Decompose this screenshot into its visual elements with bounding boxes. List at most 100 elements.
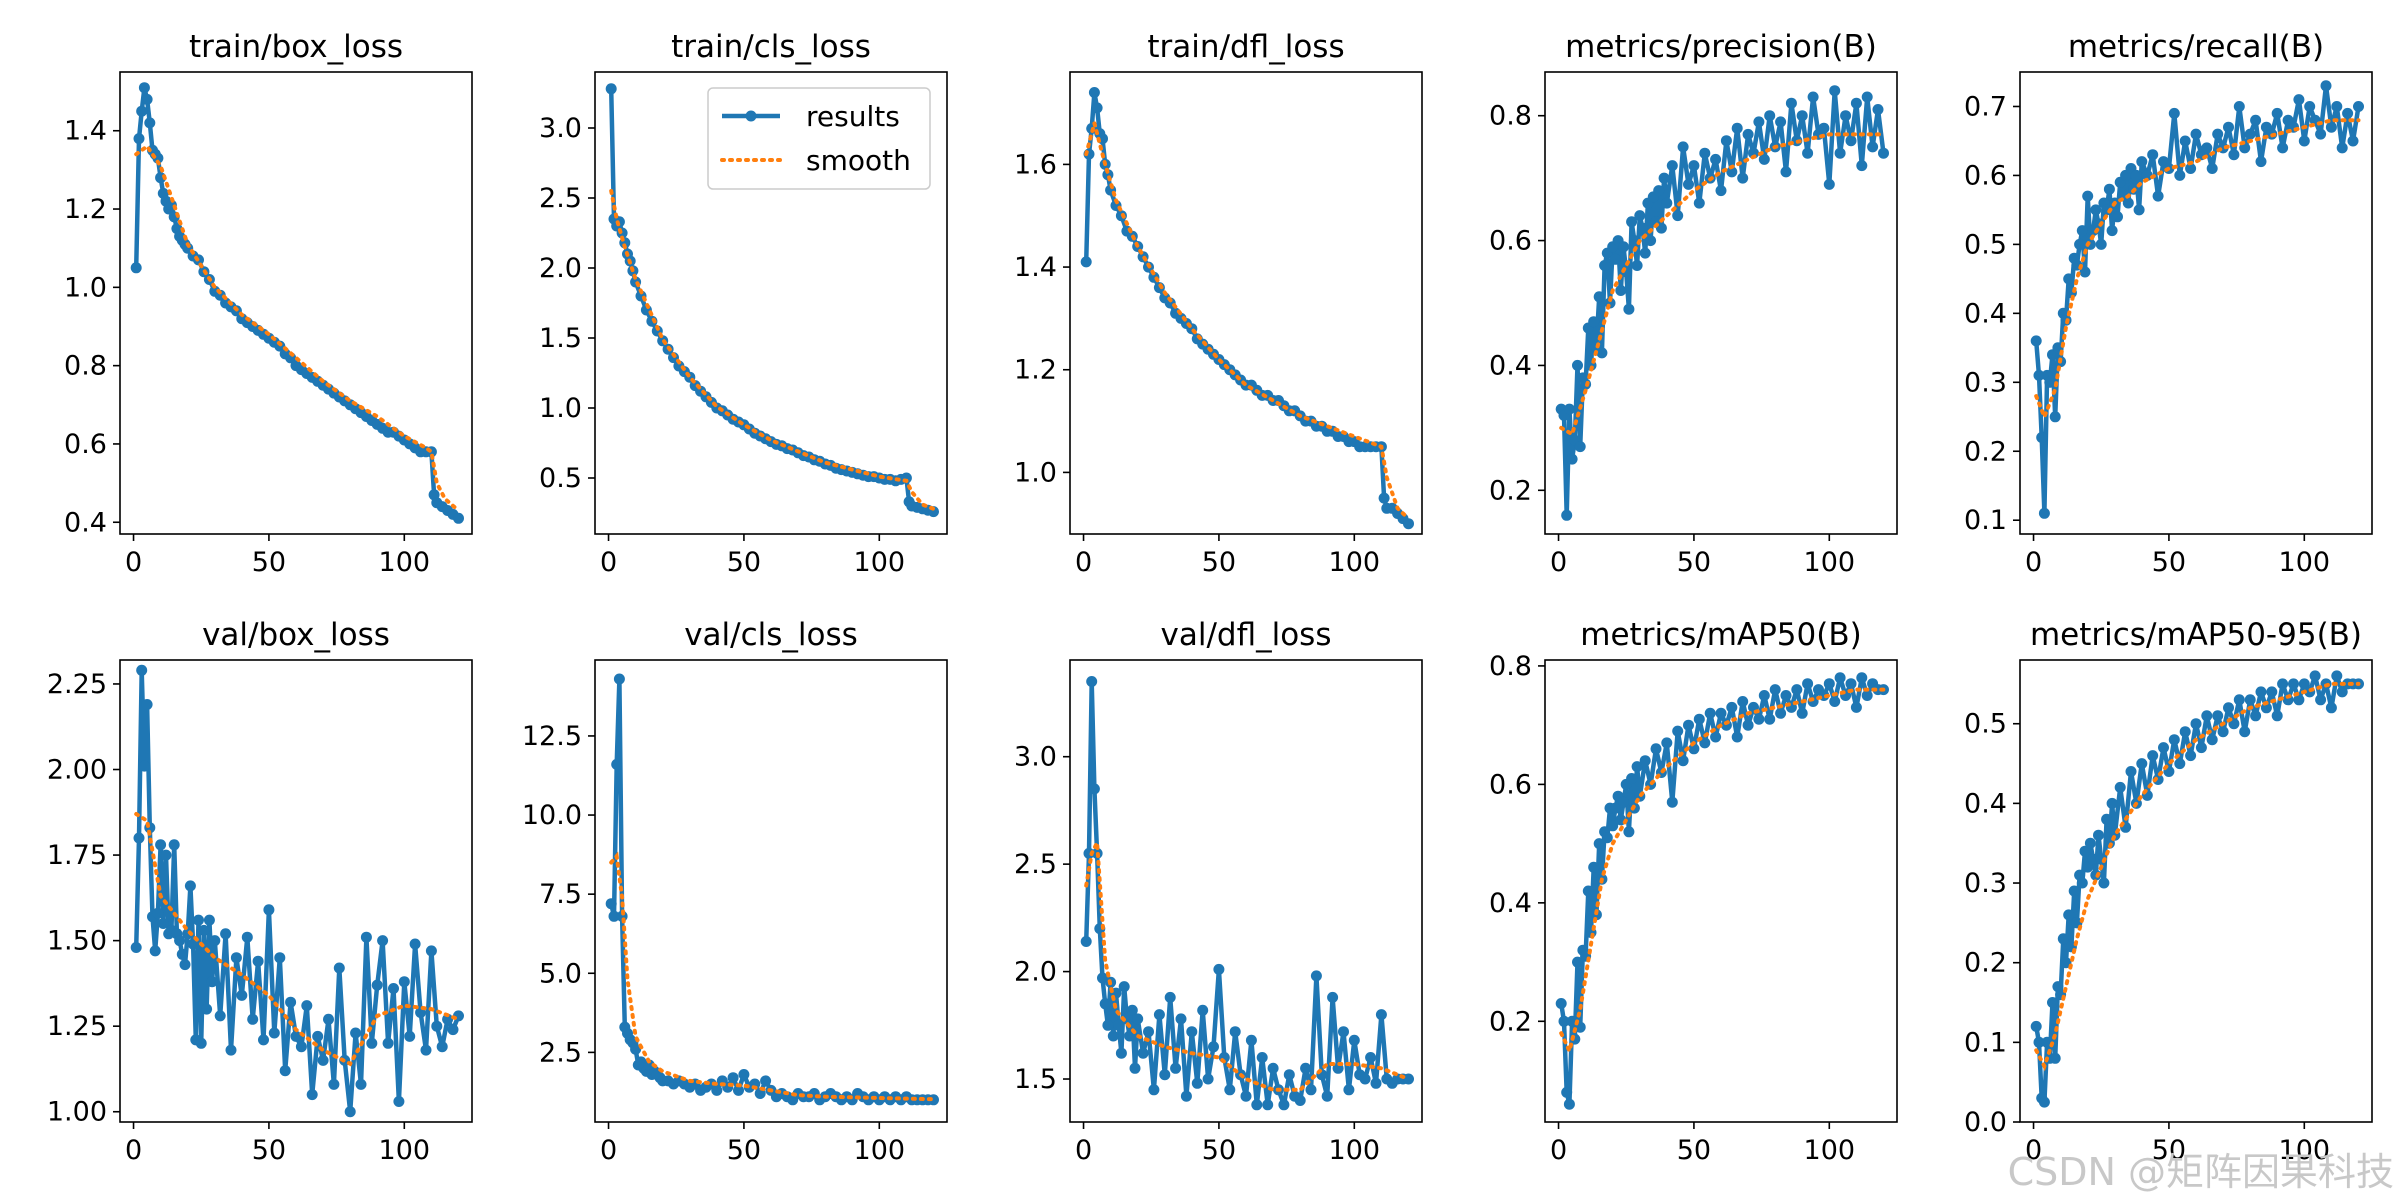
data-point	[155, 839, 167, 851]
data-point	[2047, 997, 2058, 1008]
data-point	[1348, 1034, 1360, 1046]
data-point	[2036, 432, 2048, 443]
data-point	[1861, 690, 1873, 701]
data-point	[136, 664, 148, 676]
data-point	[1305, 1084, 1317, 1096]
results-line	[1083, 679, 1409, 1108]
data-point	[1370, 1077, 1382, 1089]
data-point	[168, 839, 180, 851]
data-point	[263, 904, 275, 916]
data-point	[1118, 981, 1130, 993]
data-point	[2304, 101, 2316, 112]
data-point	[1829, 696, 1841, 707]
y-tick-label: 0.2	[1964, 948, 2007, 979]
data-point	[323, 1013, 334, 1025]
data-point	[2084, 837, 2096, 849]
y-tick-label: 5.0	[539, 958, 582, 989]
data-point	[1574, 441, 1586, 453]
data-point	[2125, 766, 2137, 777]
data-point	[1572, 956, 1583, 968]
data-point	[2095, 238, 2107, 250]
data-point	[398, 976, 410, 988]
y-tick-label: 2.0	[539, 253, 582, 284]
data-point	[2106, 225, 2118, 237]
subplot-title: metrics/mAP50-95(B)	[2030, 617, 2362, 653]
x-tick-label: 50	[1677, 1135, 1711, 1166]
data-point	[1726, 166, 1738, 178]
x-tick-label: 100	[1804, 547, 1856, 578]
data-point	[2057, 933, 2069, 945]
data-point	[2315, 128, 2327, 140]
data-point	[1359, 1073, 1371, 1085]
data-point	[1256, 1052, 1268, 1063]
legend-label-results: results	[806, 100, 900, 133]
series-group	[1080, 676, 1414, 1111]
data-point	[1572, 359, 1583, 371]
data-point	[2244, 128, 2256, 140]
y-tick-label: 2.5	[1014, 849, 1057, 880]
data-point	[1672, 210, 1684, 222]
data-point	[247, 1013, 259, 1025]
data-point	[1845, 135, 1857, 147]
data-point	[1693, 197, 1705, 209]
data-point	[141, 93, 153, 105]
data-point	[2079, 845, 2091, 857]
data-point	[2185, 750, 2197, 762]
data-point	[1742, 128, 1754, 140]
data-point	[2223, 702, 2234, 714]
smooth-line	[134, 812, 461, 1067]
data-point	[630, 1043, 642, 1055]
data-point	[1710, 153, 1722, 165]
data-point	[290, 1030, 302, 1042]
axes-frame	[1069, 71, 1423, 535]
data-point	[1753, 116, 1765, 128]
y-tick-label: 0.4	[1489, 350, 1532, 381]
data-point	[2082, 190, 2094, 202]
data-point	[2201, 710, 2213, 722]
data-point	[1637, 222, 1648, 234]
data-point	[1599, 260, 1611, 271]
y-tick-label: 1.5	[539, 323, 582, 354]
data-point	[295, 1041, 307, 1053]
data-point	[2152, 190, 2164, 202]
data-point	[1758, 153, 1770, 165]
smooth-line	[1084, 835, 1411, 1092]
data-point	[136, 105, 148, 117]
data-point	[1159, 1069, 1171, 1081]
data-point	[2206, 163, 2218, 174]
data-point	[1267, 1062, 1279, 1074]
data-point	[1775, 116, 1787, 128]
subplot-9: metrics/mAP50(B) 0 50 100 0.2 0.4 0.6 0.8	[1489, 617, 1898, 1166]
data-point	[2049, 1052, 2061, 1064]
results-line	[609, 676, 934, 1103]
y-tick-label: 0.6	[1489, 769, 1532, 800]
data-point	[274, 952, 286, 964]
results-line	[1559, 88, 1886, 518]
y-tick-label: 0.3	[1964, 868, 2007, 899]
x-tick-label: 50	[2152, 547, 2186, 578]
data-point	[1780, 690, 1792, 701]
y-tick-label: 0.4	[1964, 298, 2007, 329]
y-tick-label: 0.4	[1964, 788, 2007, 819]
data-point	[377, 935, 389, 947]
data-point	[2244, 694, 2256, 706]
y-tick-label: 0.3	[1964, 367, 2007, 398]
data-point	[1829, 85, 1841, 97]
data-point	[230, 952, 242, 964]
y-tick-label: 3.0	[539, 113, 582, 144]
data-point	[355, 1078, 367, 1090]
x-tick-label: 50	[2152, 1135, 2186, 1166]
y-tick-label: 0.1	[1964, 505, 2007, 536]
data-point	[1202, 1073, 1214, 1085]
data-point	[1737, 172, 1749, 184]
data-point	[2068, 885, 2080, 897]
data-point	[1153, 1009, 1165, 1021]
x-tick-label: 100	[379, 547, 431, 578]
data-point	[1742, 719, 1754, 731]
data-point	[312, 1030, 324, 1042]
data-point	[160, 849, 172, 861]
y-tick-label: 1.2	[64, 194, 107, 225]
data-point	[2074, 238, 2086, 250]
y-tick-label: 2.5	[539, 1037, 582, 1068]
data-point	[2179, 726, 2191, 738]
